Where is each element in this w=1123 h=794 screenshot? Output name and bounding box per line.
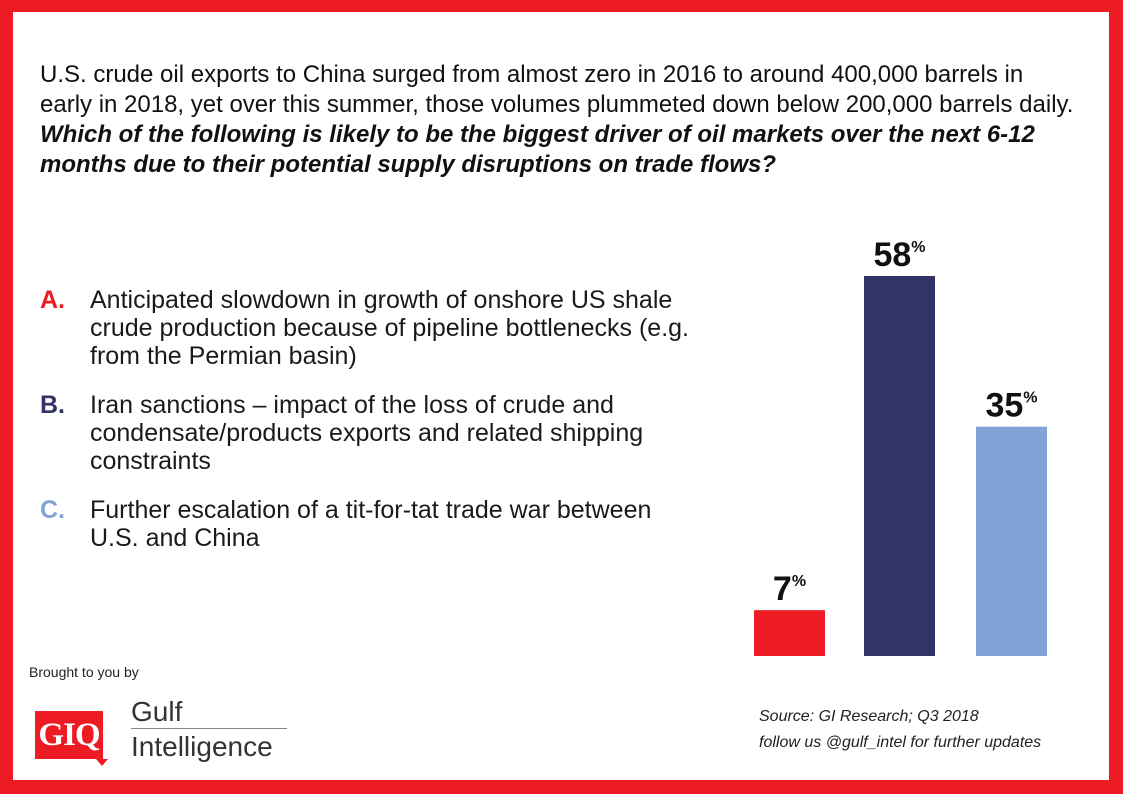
answer-options: A. Anticipated slowdown in growth of ons… [40, 286, 700, 573]
option-b: B. Iran sanctions – impact of the loss o… [40, 391, 700, 475]
option-a-letter: A. [40, 286, 65, 314]
option-c-text: Further escalation of a tit-for-tat trad… [90, 496, 652, 552]
question-intro: U.S. crude oil exports to China surged f… [40, 61, 1074, 118]
logo-text-gulf: Gulf [131, 696, 183, 727]
option-a-text: Anticipated slowdown in growth of onshor… [90, 286, 689, 370]
value-label-b: 58% [873, 236, 925, 274]
option-b-text: Iran sanctions – impact of the loss of c… [90, 391, 644, 475]
value-label-a: 7% [773, 570, 806, 608]
giq-logo: GIQ [35, 711, 103, 759]
question-prompt: Which of the following is likely to be t… [40, 121, 1035, 178]
option-b-letter: B. [40, 391, 65, 419]
bar-chart: 7% 58% 35% [754, 236, 1047, 656]
follow-text: follow us @gulf_intel for further update… [759, 734, 1042, 751]
option-c: C. Further escalation of a tit-for-tat t… [40, 496, 700, 552]
option-c-letter: C. [40, 496, 65, 524]
source-note: Source: GI Research; Q3 2018 follow us @… [759, 704, 1041, 756]
bar-b [864, 276, 935, 656]
logo-tail-shape [96, 759, 108, 766]
logo-text-intelligence: Intelligence [131, 731, 273, 762]
option-a: A. Anticipated slowdown in growth of ons… [40, 286, 700, 370]
infographic-card: U.S. crude oil exports to China surged f… [13, 12, 1109, 780]
survey-question: U.S. crude oil exports to China surged f… [40, 60, 1080, 180]
logo-divider [131, 728, 287, 729]
bar-c [976, 426, 1047, 656]
source-text: Source: GI Research; Q3 2018 [759, 708, 979, 725]
brought-by-label: Brought to you by [29, 664, 139, 680]
value-label-c: 35% [985, 387, 1037, 425]
bar-a [754, 610, 825, 656]
